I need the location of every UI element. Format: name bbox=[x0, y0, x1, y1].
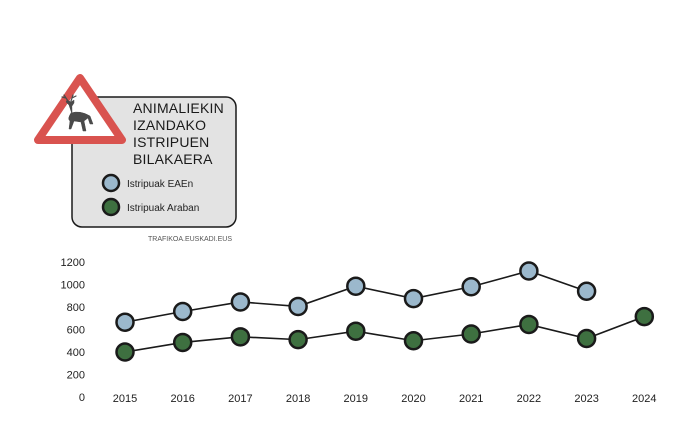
y-tick-label: 1200 bbox=[61, 257, 85, 269]
y-tick-label: 400 bbox=[67, 347, 85, 359]
x-axis-ticks: 2015 2016 2017 2018 2019 2020 2021 2022 2023 2024 bbox=[113, 393, 657, 405]
chart-title-line-2: IZANDAKO bbox=[133, 117, 206, 133]
legend-label-araban: Istripuak Araban bbox=[127, 203, 199, 214]
data-point-series-0 bbox=[403, 288, 424, 309]
y-tick-label: 600 bbox=[67, 325, 85, 337]
x-tick-label: 2018 bbox=[286, 393, 310, 405]
chart-title-line-3: ISTRIPUEN bbox=[133, 134, 209, 150]
legend-label-eaen: Istripuak EAEn bbox=[127, 179, 193, 190]
data-point-series-0 bbox=[461, 277, 481, 297]
data-point-series-0 bbox=[115, 312, 135, 332]
x-tick-label: 2019 bbox=[344, 393, 368, 405]
data-point-series-0 bbox=[288, 296, 308, 317]
data-point-series-1 bbox=[346, 321, 366, 341]
series-line-1 bbox=[124, 315, 645, 353]
source-label: TRAFIKOA.EUSKADI.EUS bbox=[148, 236, 232, 243]
data-point-series-1 bbox=[230, 327, 251, 347]
x-tick-label: 2017 bbox=[228, 393, 252, 405]
data-point-series-1 bbox=[288, 329, 308, 350]
y-axis-ticks: 0 200 400 600 800 1000 1200 bbox=[61, 257, 85, 404]
x-tick-label: 2023 bbox=[574, 393, 598, 405]
data-point-series-1 bbox=[576, 328, 597, 349]
x-tick-label: 2021 bbox=[459, 393, 483, 405]
series-points bbox=[115, 261, 655, 362]
y-tick-label: 0 bbox=[79, 392, 85, 404]
chart-title-line-1: ANIMALIEKIN bbox=[133, 100, 224, 116]
data-point-series-0 bbox=[172, 301, 193, 322]
legend-marker-araban bbox=[101, 197, 121, 217]
deer-warning-sign-icon bbox=[34, 74, 126, 144]
x-tick-label: 2020 bbox=[401, 393, 425, 405]
data-point-series-1 bbox=[115, 342, 135, 362]
data-point-series-0 bbox=[519, 261, 539, 281]
data-point-series-0 bbox=[346, 276, 366, 296]
y-tick-label: 1000 bbox=[61, 280, 85, 292]
data-point-series-0 bbox=[230, 292, 251, 312]
data-point-series-0 bbox=[576, 281, 597, 301]
x-tick-label: 2015 bbox=[113, 393, 137, 405]
x-tick-label: 2022 bbox=[517, 393, 541, 405]
x-tick-label: 2016 bbox=[170, 393, 194, 405]
x-tick-label: 2024 bbox=[632, 393, 656, 405]
data-point-series-1 bbox=[634, 306, 655, 327]
data-point-series-1 bbox=[519, 314, 539, 335]
series-lines bbox=[124, 270, 645, 353]
data-point-series-1 bbox=[461, 324, 481, 344]
y-tick-label: 200 bbox=[67, 370, 85, 382]
y-tick-label: 800 bbox=[67, 302, 85, 314]
legend-marker-eaen bbox=[101, 173, 121, 193]
chart-title-line-4: BILAKAERA bbox=[133, 151, 213, 167]
data-point-series-1 bbox=[172, 332, 193, 353]
data-point-series-1 bbox=[403, 331, 424, 351]
